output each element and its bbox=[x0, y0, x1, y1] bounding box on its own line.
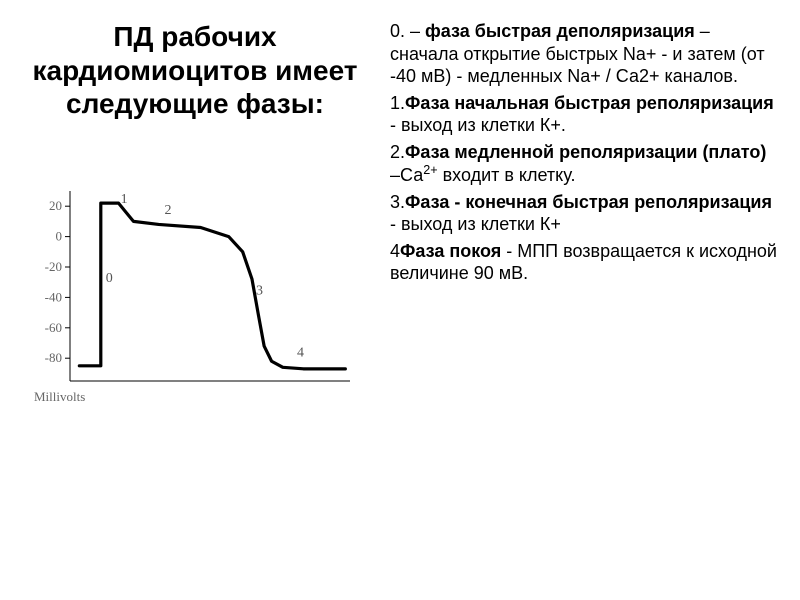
page-title: ПД рабочих кардиомиоцитов имеет следующи… bbox=[10, 20, 380, 121]
svg-text:4: 4 bbox=[297, 345, 304, 360]
phase-item-4: 4Фаза покоя - МПП возвращается к исходно… bbox=[390, 240, 780, 285]
phase-number: 2. bbox=[390, 142, 405, 162]
phase-desc: - выход из клетки К+ bbox=[390, 214, 561, 234]
phase-desc: - выход из клетки К+. bbox=[390, 115, 566, 135]
phase-number: 0. – bbox=[390, 21, 425, 41]
phase-list: 0. – фаза быстрая деполяризация – сначал… bbox=[390, 20, 780, 285]
svg-text:2: 2 bbox=[165, 203, 172, 218]
svg-text:1: 1 bbox=[121, 192, 128, 207]
phase-desc: –Са2+ входит в клетку. bbox=[390, 165, 575, 185]
ap-chart: 20 0 -20 -40 -60 -80 Millivolts 0 1 2 3 4 bbox=[10, 181, 380, 416]
svg-text:0: 0 bbox=[106, 271, 113, 286]
phase-name: Фаза начальная быстрая реполяризация bbox=[405, 93, 774, 113]
svg-text:-60: -60 bbox=[45, 320, 62, 335]
phase-item-1: 1.Фаза начальная быстрая реполяризация -… bbox=[390, 92, 780, 137]
phase-item-2: 2.Фаза медленной реполяризации (плато) –… bbox=[390, 141, 780, 187]
svg-text:0: 0 bbox=[56, 228, 63, 243]
phase-name: Фаза медленной реполяризации (плато) bbox=[405, 142, 766, 162]
phase-item-3: 3.Фаза - конечная быстрая реполяризация … bbox=[390, 191, 780, 236]
svg-text:20: 20 bbox=[49, 198, 62, 213]
phase-item-0: 0. – фаза быстрая деполяризация – сначал… bbox=[390, 20, 780, 88]
svg-text:-80: -80 bbox=[45, 350, 62, 365]
phase-name: Фаза - конечная быстрая реполяризация bbox=[405, 192, 772, 212]
svg-text:Millivolts: Millivolts bbox=[34, 389, 85, 404]
phase-number: 1. bbox=[390, 93, 405, 113]
svg-text:-20: -20 bbox=[45, 259, 62, 274]
svg-text:3: 3 bbox=[256, 283, 263, 298]
phase-name: фаза быстрая деполяризация bbox=[425, 21, 695, 41]
phase-number: 4 bbox=[390, 241, 400, 261]
phase-number: 3. bbox=[390, 192, 405, 212]
svg-text:-40: -40 bbox=[45, 289, 62, 304]
phase-name: Фаза покоя bbox=[400, 241, 501, 261]
